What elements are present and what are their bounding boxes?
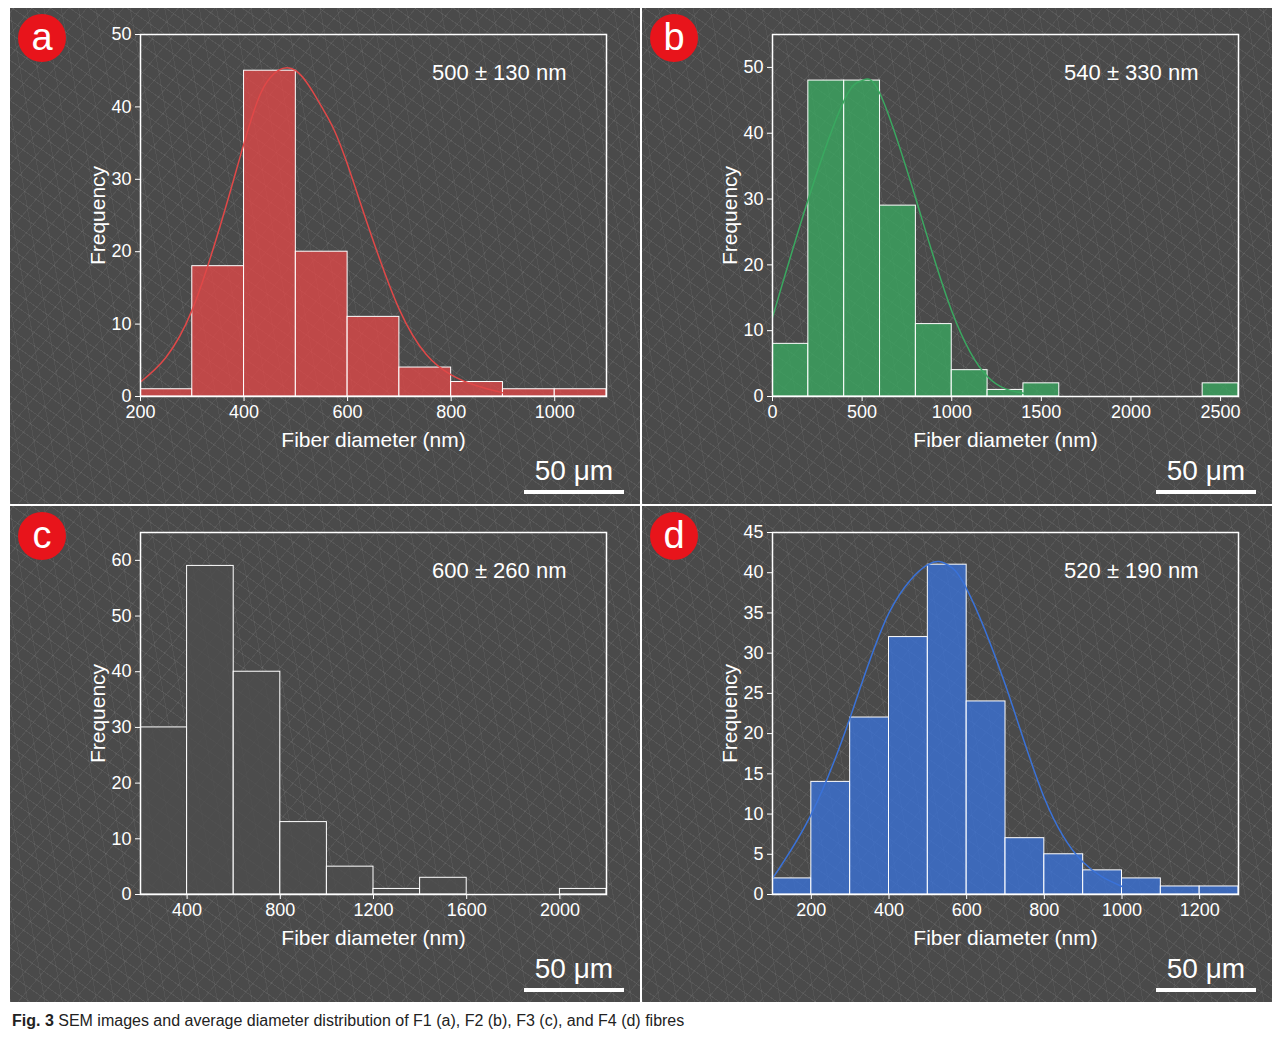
svg-text:40: 40 [743, 123, 763, 143]
html-text:d: d [663, 514, 685, 556]
svg-text:45: 45 [743, 522, 763, 542]
svg-text:Fiber diameter (nm): Fiber diameter (nm) [281, 926, 465, 949]
html-text:b: b [663, 16, 685, 58]
svg-text:35: 35 [743, 603, 763, 623]
svg-text:50: 50 [111, 24, 131, 44]
svg-text:200: 200 [796, 900, 826, 920]
svg-text:Frequency: Frequency [718, 165, 741, 265]
svg-text:1600: 1600 [447, 900, 487, 920]
svg-text:0: 0 [753, 386, 763, 406]
svg-text:0: 0 [753, 884, 763, 904]
html-text:50 μm: 50 μm [534, 953, 614, 984]
svg-text:2000: 2000 [540, 900, 580, 920]
svg-text:Frequency: Frequency [86, 165, 109, 265]
svg-text:1000: 1000 [535, 402, 575, 422]
svg-text:0: 0 [121, 386, 132, 407]
html-text:50 μm: 50 μm [534, 455, 614, 486]
svg-text:10: 10 [111, 829, 131, 849]
html-text:50 μm: 50 μm [1166, 953, 1246, 984]
svg-text:600 ± 260 nm: 600 ± 260 nm [432, 558, 566, 583]
svg-text:520 ± 190 nm: 520 ± 190 nm [1064, 558, 1198, 583]
svg-text:10: 10 [743, 804, 763, 824]
html-text:50 μm: 50 μm [1166, 455, 1246, 486]
svg-text:2000: 2000 [1111, 402, 1151, 422]
svg-text:25: 25 [743, 683, 763, 703]
html-text:a: a [31, 16, 53, 58]
svg-text:800: 800 [1029, 900, 1059, 920]
svg-text:30: 30 [743, 643, 763, 663]
svg-text:1200: 1200 [1180, 900, 1220, 920]
svg-text:Frequency: Frequency [718, 663, 741, 763]
svg-text:400: 400 [229, 402, 259, 422]
svg-text:40: 40 [111, 97, 131, 117]
svg-text:600: 600 [952, 900, 982, 920]
svg-text:Frequency: Frequency [86, 663, 109, 763]
svg-text:0: 0 [121, 884, 131, 904]
svg-text:200: 200 [125, 402, 155, 422]
svg-text:500: 500 [847, 402, 877, 422]
html-text:Fig. 3 SEM images and average: Fig. 3 SEM images and average diameter d… [12, 1012, 685, 1029]
svg-text:Fiber diameter (nm): Fiber diameter (nm) [913, 926, 1097, 949]
svg-text:540 ± 330 nm: 540 ± 330 nm [1064, 60, 1198, 85]
svg-text:1500: 1500 [1021, 402, 1061, 422]
svg-text:800: 800 [265, 900, 295, 920]
svg-text:30: 30 [111, 717, 131, 737]
svg-text:400: 400 [874, 900, 904, 920]
svg-text:20: 20 [111, 241, 131, 261]
svg-text:1000: 1000 [1102, 900, 1142, 920]
svg-text:20: 20 [743, 723, 763, 743]
svg-text:Fiber diameter (nm): Fiber diameter (nm) [913, 428, 1097, 451]
svg-text:600: 600 [333, 402, 363, 422]
svg-text:10: 10 [111, 314, 131, 334]
svg-text:1200: 1200 [353, 900, 393, 920]
svg-text:800: 800 [436, 402, 466, 422]
svg-text:0: 0 [767, 402, 777, 422]
html-text:c: c [32, 514, 52, 556]
svg-text:30: 30 [111, 169, 131, 189]
svg-text:Fiber diameter (nm): Fiber diameter (nm) [281, 428, 465, 451]
svg-text:10: 10 [743, 320, 763, 340]
svg-text:20: 20 [743, 255, 763, 275]
svg-text:40: 40 [743, 562, 763, 582]
svg-text:40: 40 [111, 661, 131, 681]
svg-text:500 ± 130 nm: 500 ± 130 nm [432, 60, 566, 85]
svg-text:50: 50 [111, 606, 131, 626]
svg-text:5: 5 [753, 844, 763, 864]
svg-text:50: 50 [743, 57, 763, 77]
svg-text:20: 20 [111, 773, 131, 793]
svg-text:400: 400 [172, 900, 202, 920]
svg-text:60: 60 [111, 550, 131, 570]
svg-text:30: 30 [743, 189, 763, 209]
svg-text:1000: 1000 [932, 402, 972, 422]
svg-text:15: 15 [743, 764, 763, 784]
svg-text:2500: 2500 [1201, 402, 1241, 422]
